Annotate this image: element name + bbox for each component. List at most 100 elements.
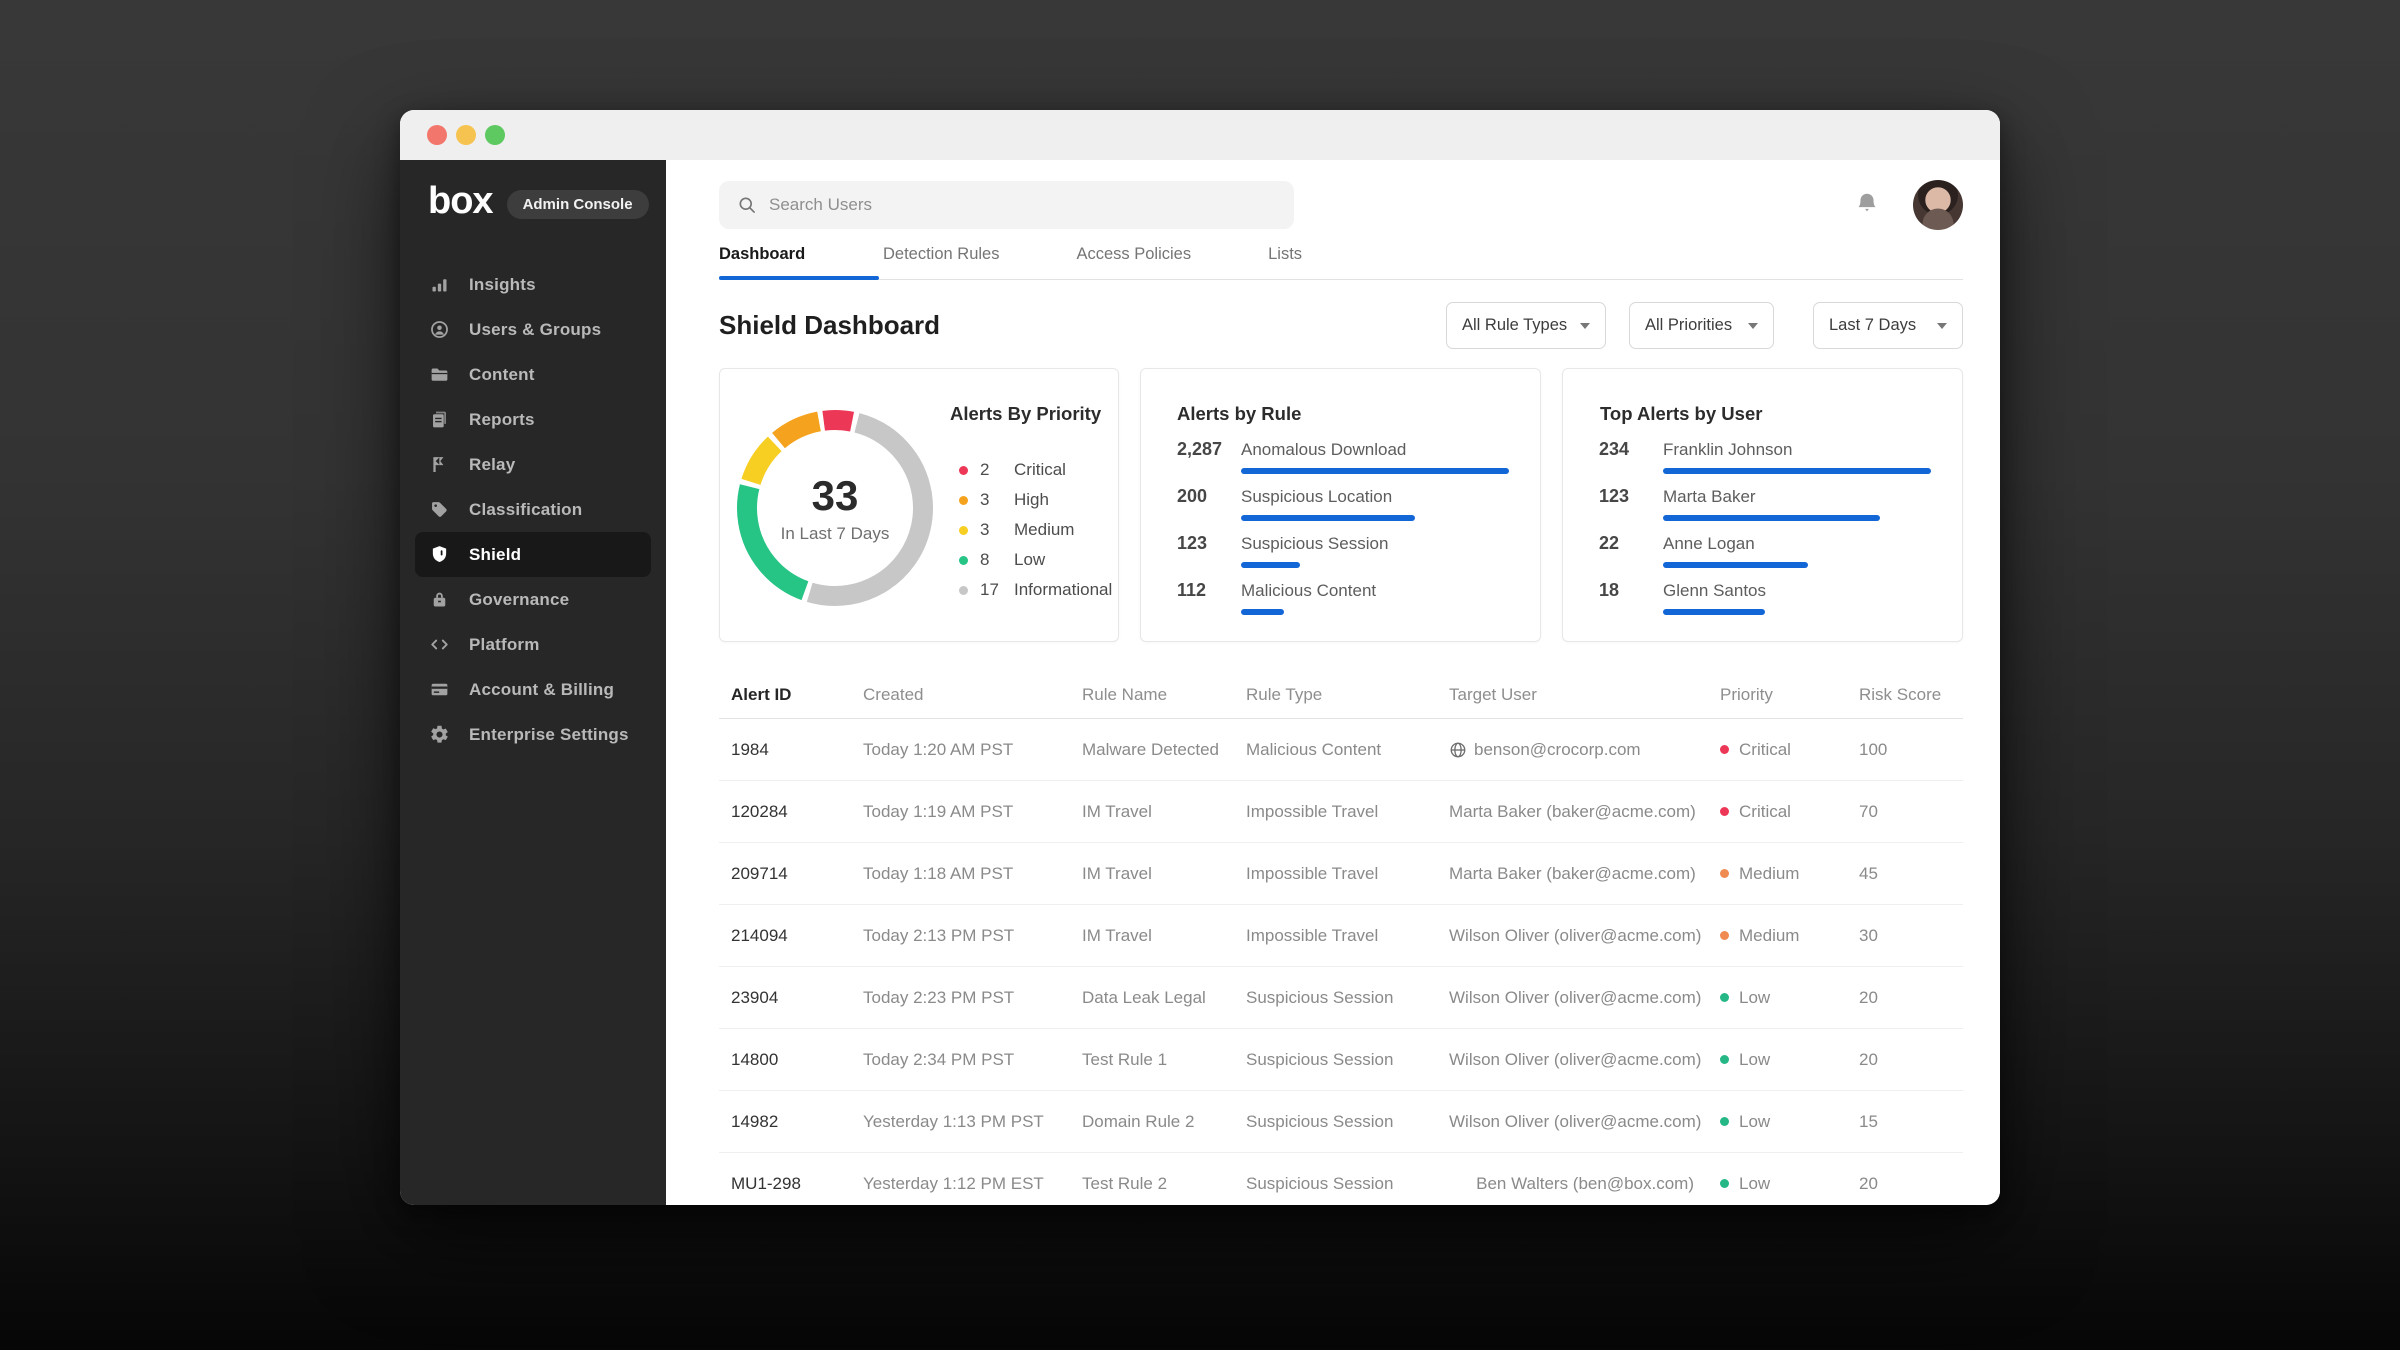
sidebar-item-platform[interactable]: Platform bbox=[415, 622, 651, 667]
cell-alert-id: 209714 bbox=[731, 863, 788, 883]
sidebar-item-governance[interactable]: Governance bbox=[415, 577, 651, 622]
avatar[interactable] bbox=[1913, 180, 1963, 230]
top-alerts-by-user-card: Top Alerts by User 234 Franklin Johnson … bbox=[1562, 368, 1963, 642]
cell-priority: Low bbox=[1708, 1174, 1847, 1194]
reports-icon bbox=[427, 408, 451, 432]
insights-icon bbox=[427, 273, 451, 297]
sidebar-item-insights[interactable]: Insights bbox=[415, 262, 651, 307]
table-row[interactable]: 1984 Today 1:20 AM PST Malware Detected … bbox=[719, 719, 1963, 781]
legend-label: Informational bbox=[1014, 580, 1113, 599]
sidebar-item-reports[interactable]: Reports bbox=[415, 397, 651, 442]
cell-target-user: Wilson Oliver (oliver@acme.com) bbox=[1449, 925, 1702, 945]
minimize-button[interactable] bbox=[456, 125, 476, 145]
table-row[interactable]: 214094 Today 2:13 PM PST IM Travel Impos… bbox=[719, 905, 1963, 967]
cell-risk-score: 70 bbox=[1859, 801, 1878, 821]
column-header-created: Created bbox=[863, 684, 924, 704]
sidebar-item-label: Content bbox=[469, 364, 535, 384]
bar-value: 123 bbox=[1599, 486, 1630, 506]
sidebar-item-content[interactable]: Content bbox=[415, 352, 651, 397]
sidebar-item-label: Relay bbox=[469, 454, 516, 474]
cell-risk-score: 45 bbox=[1859, 863, 1878, 883]
sidebar-item-account-billing[interactable]: Account & Billing bbox=[415, 667, 651, 712]
bar-value: 18 bbox=[1599, 580, 1620, 600]
card-title: Alerts By Priority bbox=[950, 403, 1102, 424]
zoom-button[interactable] bbox=[485, 125, 505, 145]
close-button[interactable] bbox=[427, 125, 447, 145]
table-row[interactable]: 23904 Today 2:23 PM PST Data Leak Legal … bbox=[719, 967, 1963, 1029]
tab-detection-rules[interactable]: Detection Rules bbox=[883, 245, 1000, 263]
sidebar-item-relay[interactable]: Relay bbox=[415, 442, 651, 487]
donut-total: 33 bbox=[811, 472, 859, 519]
sidebar-item-enterprise-settings[interactable]: Enterprise Settings bbox=[415, 712, 651, 757]
table-row[interactable]: 209714 Today 1:18 AM PST IM Travel Impos… bbox=[719, 843, 1963, 905]
card-title: Top Alerts by User bbox=[1600, 403, 1763, 424]
bar-label: Suspicious Session bbox=[1241, 534, 1389, 553]
bar-fill bbox=[1241, 515, 1416, 521]
legend-dot bbox=[959, 495, 968, 505]
gear-icon bbox=[427, 723, 451, 747]
sidebar-item-classification[interactable]: Classification bbox=[415, 487, 651, 532]
cell-target-user: Wilson Oliver (oliver@acme.com) bbox=[1449, 1111, 1702, 1131]
cell-priority: Low bbox=[1708, 1112, 1847, 1132]
rule-type-filter[interactable]: All Rule Types bbox=[1446, 302, 1606, 349]
bar-fill bbox=[1663, 515, 1881, 521]
search-input[interactable] bbox=[769, 195, 1249, 215]
table-row[interactable]: 14800 Today 2:34 PM PST Test Rule 1 Susp… bbox=[719, 1029, 1963, 1091]
table-row[interactable]: 120284 Today 1:19 AM PST IM Travel Impos… bbox=[719, 781, 1963, 843]
billing-icon bbox=[427, 678, 451, 702]
sidebar-item-label: Platform bbox=[469, 634, 540, 654]
app-window: box Admin Console Insights Users & Group… bbox=[400, 110, 2000, 1205]
cell-rule-name: IM Travel bbox=[1082, 863, 1152, 883]
cell-created: Today 1:20 AM PST bbox=[863, 739, 1014, 759]
alerts-by-rule-card: Alerts by Rule 2,287 Anomalous Download … bbox=[1140, 368, 1541, 642]
priority-filter[interactable]: All Priorities bbox=[1629, 302, 1774, 349]
tab-dashboard[interactable]: Dashboard bbox=[719, 245, 879, 280]
search-box[interactable] bbox=[719, 181, 1294, 229]
cell-alert-id: 214094 bbox=[731, 925, 788, 945]
legend-dot bbox=[959, 555, 968, 565]
cell-target-user: Wilson Oliver (oliver@acme.com) bbox=[1449, 1049, 1702, 1069]
cell-rule-type: Suspicious Session bbox=[1246, 1049, 1394, 1069]
sidebar-item-label: Reports bbox=[469, 409, 535, 429]
cell-rule-type: Suspicious Session bbox=[1246, 1173, 1394, 1193]
bar-fill bbox=[1663, 609, 1765, 615]
bar-row: 18 Glenn Santos bbox=[1563, 580, 1962, 615]
bar-label: Glenn Santos bbox=[1663, 581, 1767, 600]
table-header: Alert ID Created Rule Name Rule Type Target … bbox=[719, 671, 1963, 719]
bar-value: 22 bbox=[1599, 533, 1620, 553]
cell-rule-type: Impossible Travel bbox=[1246, 925, 1379, 945]
sidebar-item-shield[interactable]: Shield bbox=[415, 532, 651, 577]
cell-target-user: benson@crocorp.com bbox=[1437, 740, 1708, 760]
legend-count: 2 bbox=[980, 460, 990, 479]
sidebar-item-users-groups[interactable]: Users & Groups bbox=[415, 307, 651, 352]
cell-rule-type: Suspicious Session bbox=[1246, 1111, 1394, 1131]
cell-created: Today 2:13 PM PST bbox=[863, 925, 1015, 945]
bell-icon bbox=[1858, 193, 1876, 211]
bar-value: 112 bbox=[1177, 580, 1207, 600]
tab-access-policies[interactable]: Access Policies bbox=[1076, 245, 1192, 263]
alerts-table: Alert ID Created Rule Name Rule Type Target … bbox=[719, 671, 1963, 1205]
cell-alert-id: 1984 bbox=[731, 739, 769, 759]
legend-item: 3 High bbox=[959, 485, 1112, 515]
cell-risk-score: 100 bbox=[1859, 739, 1888, 759]
cell-target-user: Ben Walters (ben@box.com) bbox=[1476, 1173, 1694, 1193]
cell-created: Today 1:18 AM PST bbox=[863, 863, 1014, 883]
tab-lists[interactable]: Lists bbox=[1268, 245, 1303, 263]
donut-subtitle: In Last 7 Days bbox=[780, 524, 890, 543]
bar-label: Franklin Johnson bbox=[1663, 440, 1793, 459]
rule-bar-list: 2,287 Anomalous Download 200 Suspicious … bbox=[1141, 439, 1540, 627]
legend-item: 2 Critical bbox=[959, 455, 1112, 485]
sidebar-item-label: Users & Groups bbox=[469, 319, 602, 339]
table-row[interactable]: MU1-298 Yesterday 1:12 PM EST Test Rule … bbox=[719, 1153, 1963, 1205]
external-user-globe-icon bbox=[1450, 742, 1466, 757]
priority-dot bbox=[1720, 1117, 1729, 1126]
window-titlebar bbox=[400, 110, 2000, 160]
column-header-risk-score: Risk Score bbox=[1859, 684, 1942, 704]
legend-item: 8 Low bbox=[959, 545, 1112, 575]
cell-rule-name: Domain Rule 2 bbox=[1082, 1111, 1195, 1131]
bar-value: 200 bbox=[1177, 486, 1208, 506]
notifications-button[interactable] bbox=[1853, 188, 1881, 222]
cell-target-user: Wilson Oliver (oliver@acme.com) bbox=[1449, 987, 1702, 1007]
table-row[interactable]: 14982 Yesterday 1:13 PM PST Domain Rule … bbox=[719, 1091, 1963, 1153]
date-range-filter[interactable]: Last 7 Days bbox=[1813, 302, 1963, 349]
